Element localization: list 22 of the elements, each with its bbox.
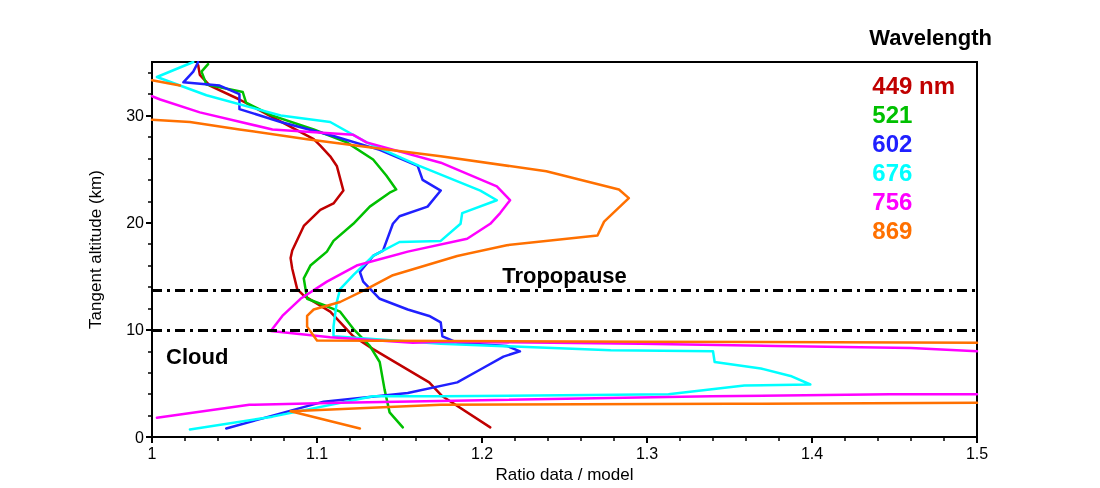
x-tick-label: 1.5 xyxy=(965,444,989,462)
line-series xyxy=(155,60,812,431)
x-axis-title: Ratio data / model xyxy=(495,464,634,484)
x-tick-label: 1.1 xyxy=(305,444,329,462)
x-tick-label: 1.3 xyxy=(635,444,659,462)
text: 449 nm xyxy=(872,71,956,99)
x-tick-label: 1 xyxy=(147,444,157,462)
y-tick-label: 0 xyxy=(135,428,145,446)
y-tick-label: 20 xyxy=(126,214,145,232)
text: 676 xyxy=(872,158,913,186)
text: 869 xyxy=(872,216,913,244)
x-tick-label: 1.4 xyxy=(800,444,824,462)
ref-line-label: Tropopause xyxy=(502,262,627,288)
y-tick-label: 30 xyxy=(126,107,145,125)
text: 521 xyxy=(872,100,913,128)
y-tick-label: 10 xyxy=(126,321,145,339)
ref-line-label: Cloud xyxy=(166,344,229,370)
legend-title: Wavelength xyxy=(869,24,993,50)
text: 602 xyxy=(872,129,913,157)
text: 756 xyxy=(872,187,913,215)
y-axis-title: Tangent altitude (km) xyxy=(86,170,105,329)
x-tick-label: 1.2 xyxy=(470,444,494,462)
